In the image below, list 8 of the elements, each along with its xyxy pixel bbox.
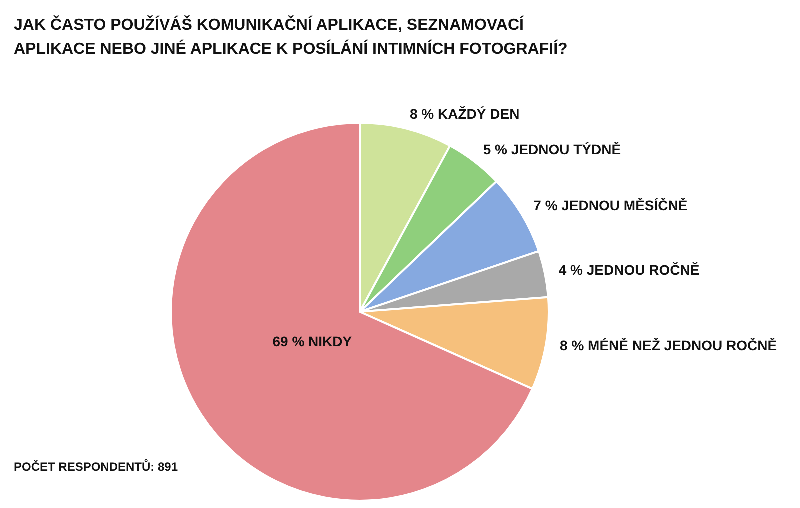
slice-label: 7 % JEDNOU MĚSÍČNĚ — [534, 198, 688, 214]
chart-title: JAK ČASTO POUŽÍVÁŠ KOMUNIKAČNÍ APLIKACE, SEZNAMOVACÍ APLIKACE NEBO JINÉ APLIKACE K POSÍLÁNÍ INTIMNÍCH FOTOGRAFIÍ? — [14, 14, 569, 60]
text: POČET RESPONDENTŮ: 891 — [14, 458, 178, 476]
slice-label: 69 % NIKDY — [272, 334, 353, 350]
slice-label: 5 % JEDNOU TÝDNĚ — [483, 142, 622, 158]
slice-label: 8 % KAŽDÝ DEN — [410, 106, 520, 122]
slice-label: 4 % JEDNOU ROČNĚ — [558, 262, 700, 278]
slice-label: 8 % MÉNĚ NEŽ JEDNOU ROČNĚ — [560, 337, 778, 354]
